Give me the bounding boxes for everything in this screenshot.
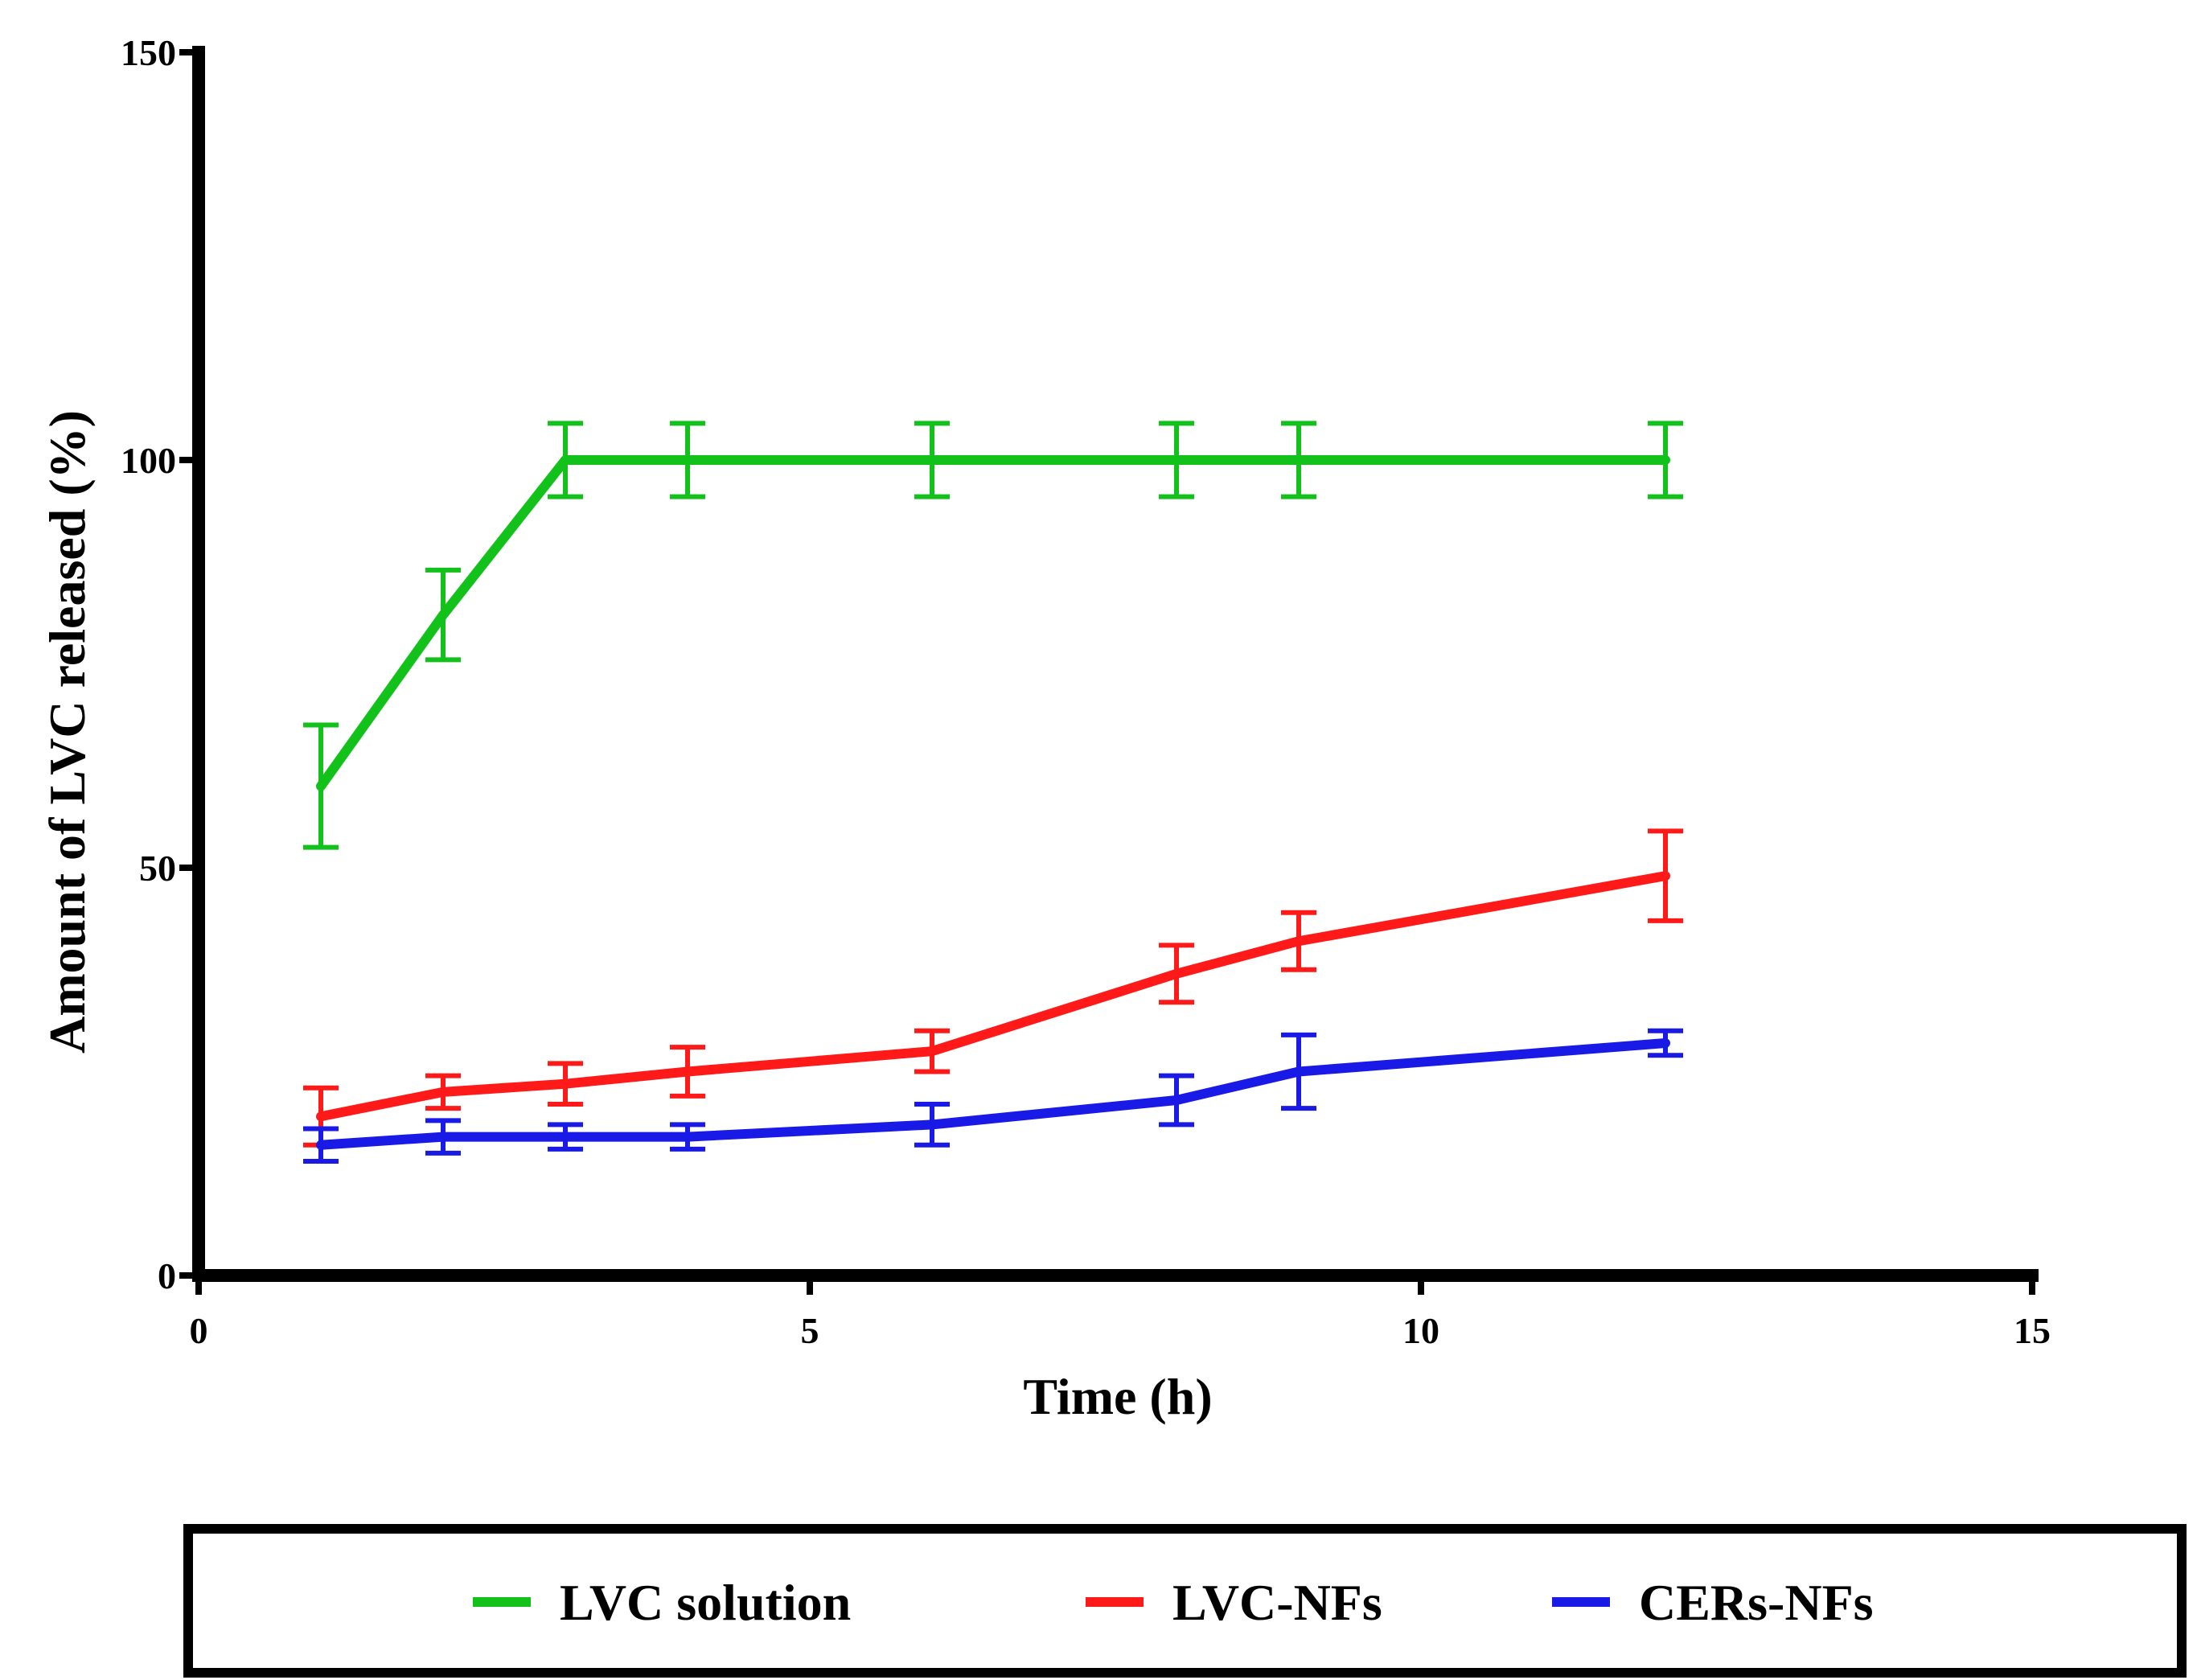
data-point bbox=[1296, 939, 1301, 944]
y-axis-title: Amount of LVC released (%) bbox=[39, 410, 96, 1054]
data-point bbox=[930, 1049, 934, 1054]
axes-layer bbox=[192, 46, 2039, 1282]
data-point bbox=[1663, 458, 1668, 462]
data-point bbox=[685, 1134, 690, 1140]
data-point bbox=[441, 612, 446, 618]
y-tick-label: 100 bbox=[121, 440, 176, 481]
x-tick-label: 0 bbox=[190, 1310, 208, 1351]
data-point bbox=[441, 1134, 446, 1140]
x-axis-title: Time (h) bbox=[1023, 1368, 1212, 1425]
legend-label: LVC solution bbox=[560, 1574, 851, 1631]
series-cers-nfs bbox=[303, 1028, 1683, 1164]
data-point bbox=[563, 1134, 568, 1140]
data-point bbox=[685, 458, 690, 462]
series-line bbox=[316, 1038, 1670, 1150]
legend-items: LVC solution LVC-NFs CERs-NFs bbox=[473, 1574, 1874, 1631]
data-point bbox=[441, 1089, 446, 1095]
legend: LVC solution LVC-NFs CERs-NFs bbox=[183, 1524, 2187, 1678]
y-tick-label: 50 bbox=[139, 848, 176, 889]
series-lvc-nfs bbox=[303, 828, 1683, 1148]
data-point bbox=[1663, 873, 1668, 879]
data-point bbox=[318, 1142, 323, 1148]
series-lvc-solution bbox=[303, 421, 1683, 850]
x-tick-label: 15 bbox=[2014, 1310, 2051, 1351]
data-point bbox=[1174, 971, 1179, 976]
y-tick-label: 150 bbox=[121, 32, 176, 73]
data-point bbox=[1663, 1041, 1668, 1046]
data-point bbox=[930, 1122, 934, 1128]
data-point bbox=[563, 458, 568, 462]
data-point bbox=[685, 1069, 690, 1074]
data-point bbox=[1296, 458, 1301, 462]
data-point bbox=[318, 1114, 323, 1119]
data-point bbox=[1174, 458, 1179, 462]
series-line bbox=[316, 871, 1670, 1122]
data-point bbox=[930, 458, 934, 462]
y-tick-label: 0 bbox=[158, 1255, 176, 1296]
legend-label: LVC-NFs bbox=[1172, 1574, 1382, 1631]
data-point bbox=[1296, 1069, 1301, 1074]
x-tick-label: 10 bbox=[1402, 1310, 1439, 1351]
legend-label: CERs-NFs bbox=[1639, 1574, 1874, 1631]
data-point bbox=[1174, 1097, 1179, 1103]
x-tick-label: 5 bbox=[801, 1310, 819, 1351]
series-line bbox=[316, 455, 1670, 791]
data-point bbox=[563, 1081, 568, 1086]
series-layer bbox=[303, 421, 1683, 1164]
data-point bbox=[318, 783, 323, 789]
